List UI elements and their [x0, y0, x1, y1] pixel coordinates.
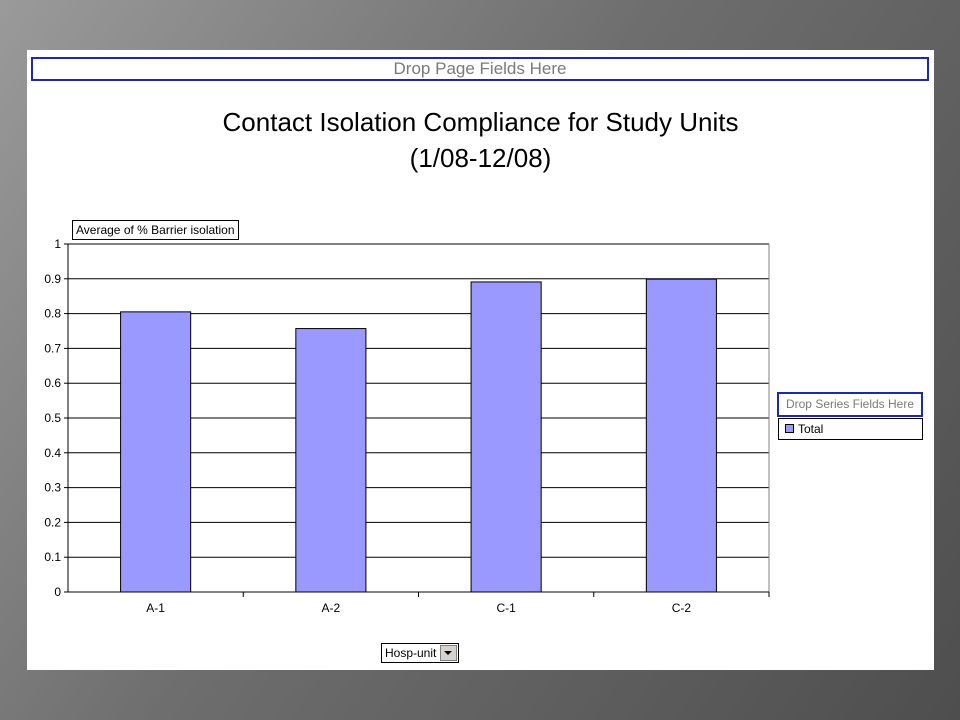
y-tick-label: 0.3	[44, 481, 61, 495]
category-field-button[interactable]: Hosp-unit	[381, 643, 460, 663]
y-tick-label: 0.4	[44, 446, 61, 460]
y-tick-label: 0.1	[44, 550, 61, 564]
chart-title: Contact Isolation Compliance for Study U…	[222, 107, 739, 137]
data-field-button[interactable]: Average of % Barrier isolation	[72, 220, 239, 240]
y-tick-label: 0	[54, 585, 61, 599]
y-tick-label: 0.2	[44, 515, 61, 529]
x-tick-label: A-1	[146, 601, 165, 615]
drop-series-fields-zone[interactable]: Drop Series Fields Here	[777, 392, 923, 417]
bar	[470, 281, 542, 593]
x-tick-label: A-2	[322, 601, 341, 615]
chart-subtitle: (1/08-12/08)	[409, 143, 552, 173]
y-tick-label: 1	[54, 237, 61, 251]
x-tick-label: C-2	[672, 601, 692, 615]
y-tick-label: 0.7	[44, 341, 61, 355]
bar	[645, 278, 717, 593]
y-tick-label: 0.8	[44, 307, 61, 321]
chevron-down-icon[interactable]	[440, 645, 458, 661]
bar-chart: 0 0.1 0.2 0.3 0.4 0.5 0.6 0.7 0.8 0.9 1 A-1 A-2 C-1 C-…	[44, 237, 770, 615]
legend-label-total: Total	[798, 422, 824, 436]
y-tick-label: 0.9	[44, 272, 61, 286]
y-tick-label: 0.6	[44, 376, 61, 390]
category-field-label: Hosp-unit	[385, 646, 437, 660]
bar	[120, 311, 192, 593]
bar	[295, 328, 367, 593]
legend-swatch-total	[785, 424, 794, 434]
x-tick-label: C-1	[496, 601, 516, 615]
chart-sheet: Drop Page Fields Here Contact Isolation …	[27, 50, 934, 670]
y-tick-label: 0.5	[44, 411, 61, 425]
drop-page-fields-zone[interactable]: Drop Page Fields Here	[31, 57, 929, 81]
legend: Total	[778, 418, 923, 440]
